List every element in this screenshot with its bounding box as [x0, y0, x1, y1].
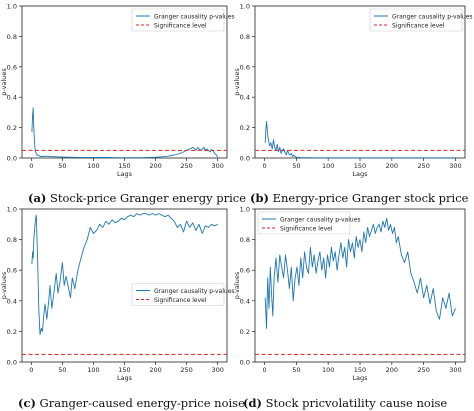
x-tick-label: 0 — [29, 366, 33, 374]
y-tick-label: 0.0 — [240, 155, 250, 163]
y-tick-label: 1.0 — [7, 206, 17, 214]
y-tick-label: 0.0 — [240, 359, 250, 367]
x-tick-label: 50 — [58, 162, 66, 170]
y-tick-label: 0.4 — [7, 297, 17, 305]
x-tick-label: 50 — [58, 366, 66, 374]
legend: Granger causality p-values Significance l… — [131, 8, 235, 32]
y-tick-label: 0.6 — [240, 267, 250, 275]
y-axis-label: p-values — [0, 271, 8, 299]
x-tick-label: 0 — [262, 162, 266, 170]
y-tick-label: 1.0 — [240, 3, 250, 11]
x-tick-label: 250 — [417, 162, 429, 170]
plot-area-a — [21, 5, 228, 159]
pvalue-line — [264, 121, 456, 159]
x-axis-label: Lags — [352, 170, 368, 178]
x-tick-label: 100 — [87, 366, 99, 374]
y-tick-label: 0.8 — [7, 33, 17, 41]
chart-d: 0.0 0.2 0.4 0.6 0.8 1.0 0 50 100 150 200 250 300 Lags… — [233, 206, 466, 382]
x-axis-label: Lags — [117, 170, 133, 178]
caption-d-text: Stock pricvolatility cause noise — [265, 396, 448, 410]
x-tick-label: 50 — [292, 366, 300, 374]
legend-entry: Significance level — [154, 297, 207, 304]
legend-entry: Significance level — [154, 22, 207, 29]
caption-c-label: (c) — [18, 396, 36, 410]
y-tick-label: 0.8 — [240, 33, 250, 41]
x-tick-label: 50 — [292, 162, 300, 170]
y-tick-label: 0.4 — [240, 94, 250, 102]
x-tick-label: 150 — [118, 366, 130, 374]
y-tick-label: 0.8 — [7, 236, 17, 244]
x-axis-label: Lags — [352, 374, 368, 382]
chart-a: 0.0 0.2 0.4 0.6 0.8 1.0 0 50 100 150 200 250 300 Lags… — [0, 3, 235, 179]
y-tick-label: 0.4 — [240, 297, 250, 305]
legend: Granger causality p-values Significance l… — [257, 211, 361, 235]
legend: Granger causality p-values Significance l… — [369, 8, 473, 32]
y-tick-label: 1.0 — [240, 206, 250, 214]
x-tick-label: 150 — [354, 366, 366, 374]
legend-entry: Granger causality p-values — [154, 288, 235, 295]
y-tick-label: 0.6 — [7, 63, 17, 71]
x-tick-label: 200 — [386, 162, 398, 170]
caption-a-text: Stock-price Granger energy price — [50, 191, 247, 205]
y-tick-label: 0.2 — [240, 328, 250, 336]
x-tick-label: 100 — [322, 366, 334, 374]
y-tick-label: 0.6 — [240, 63, 250, 71]
y-tick-label: 0.8 — [240, 236, 250, 244]
caption-d: (d) Stock pricvolatility cause noise — [243, 396, 447, 410]
y-tick-label: 0.2 — [7, 124, 17, 132]
x-tick-label: 300 — [211, 366, 223, 374]
legend-box — [257, 211, 351, 235]
caption-b-label: (b) — [250, 191, 269, 205]
pvalue-line — [31, 213, 218, 335]
caption-d-label: (d) — [243, 396, 262, 410]
x-tick-label: 300 — [211, 162, 223, 170]
caption-b: (b) Energy-price Granger stock price — [250, 191, 468, 205]
chart-b: 0.0 0.2 0.4 0.6 0.8 1.0 0 50 100 150 200 250 300 Lags… — [233, 3, 473, 179]
x-tick-label: 300 — [449, 366, 461, 374]
y-tick-label: 0.4 — [7, 94, 17, 102]
y-tick-label: 0.0 — [7, 155, 17, 163]
caption-c: (c) Granger-caused energy-price noise — [18, 396, 245, 410]
x-tick-label: 200 — [386, 366, 398, 374]
x-tick-label: 200 — [149, 162, 161, 170]
x-tick-label: 200 — [149, 366, 161, 374]
legend-entry: Significance level — [280, 225, 333, 232]
x-tick-label: 250 — [180, 366, 192, 374]
x-tick-label: 100 — [322, 162, 334, 170]
legend-entry: Granger causality p-values — [154, 13, 235, 20]
y-tick-label: 0.2 — [240, 124, 250, 132]
x-tick-label: 150 — [354, 162, 366, 170]
x-tick-label: 300 — [449, 162, 461, 170]
y-axis-label: p-values — [233, 271, 241, 299]
y-tick-label: 0.6 — [7, 267, 17, 275]
x-tick-label: 100 — [87, 162, 99, 170]
legend: Granger causality p-values Significance l… — [131, 283, 235, 306]
legend-box — [131, 8, 225, 32]
legend-entry: Significance level — [392, 22, 445, 29]
pvalue-line — [264, 217, 456, 329]
x-tick-label: 0 — [29, 162, 33, 170]
y-axis-label: p-values — [233, 68, 241, 96]
x-tick-label: 250 — [417, 366, 429, 374]
x-tick-label: 150 — [118, 162, 130, 170]
caption-c-text: Granger-caused energy-price noise — [39, 396, 245, 410]
plot-area-b — [254, 5, 466, 159]
y-tick-label: 0.2 — [7, 328, 17, 336]
legend-box — [369, 8, 463, 32]
x-tick-label: 0 — [262, 366, 266, 374]
caption-b-text: Energy-price Granger stock price — [272, 191, 469, 205]
legend-entry: Granger causality p-values — [280, 216, 361, 223]
x-tick-label: 250 — [180, 162, 192, 170]
chart-c: 0.0 0.2 0.4 0.6 0.8 1.0 0 50 100 150 200 250 300 Lags… — [0, 206, 235, 383]
x-axis-label: Lags — [117, 374, 133, 382]
y-axis-label: p-values — [0, 68, 8, 96]
y-tick-label: 0.0 — [7, 359, 17, 367]
y-tick-label: 1.0 — [7, 3, 17, 11]
legend-box — [131, 283, 225, 306]
caption-a-label: (a) — [28, 191, 47, 205]
legend-entry: Granger causality p-values — [392, 13, 473, 20]
caption-a: (a) Stock-price Granger energy price — [28, 191, 246, 205]
